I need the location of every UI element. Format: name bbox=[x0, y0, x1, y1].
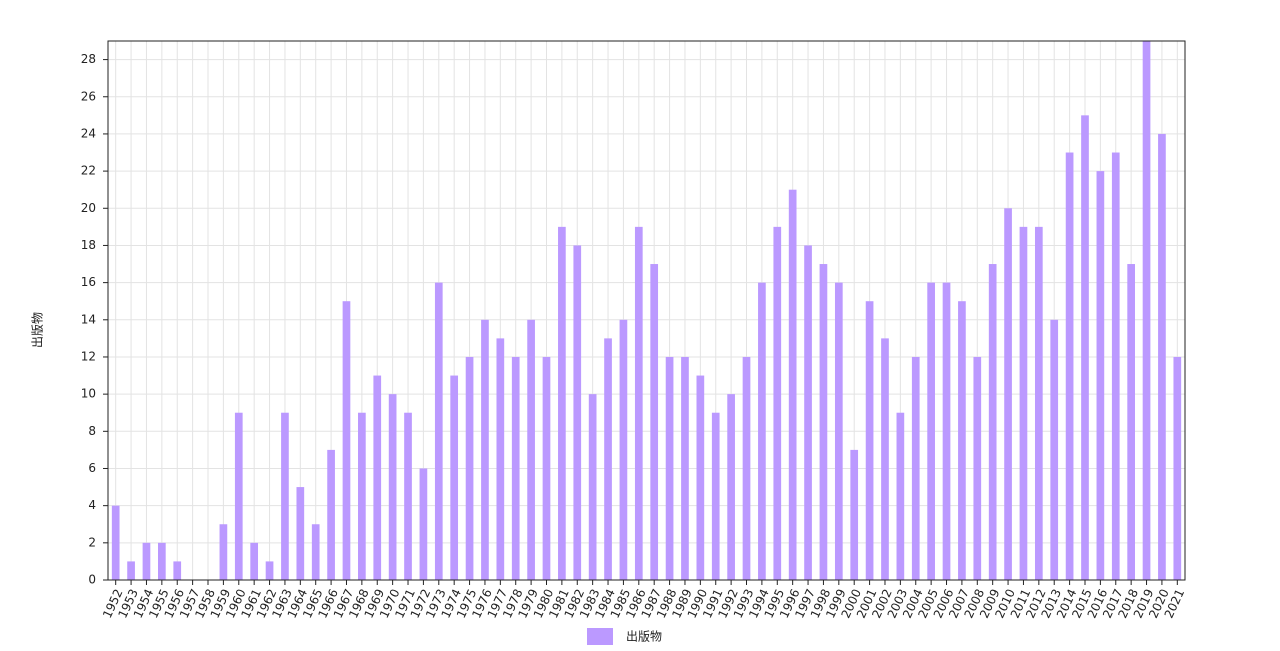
bar bbox=[158, 542, 166, 580]
bar bbox=[111, 505, 120, 580]
bar bbox=[927, 282, 935, 580]
legend-label: 出版物 bbox=[626, 630, 662, 644]
bar bbox=[650, 264, 659, 580]
bar bbox=[773, 226, 782, 581]
bar bbox=[1065, 152, 1074, 580]
bar bbox=[588, 394, 597, 580]
bar bbox=[665, 356, 674, 580]
legend-swatch bbox=[587, 628, 613, 645]
bar bbox=[465, 356, 474, 580]
bar bbox=[834, 282, 843, 580]
y-tick-label: 16 bbox=[81, 275, 96, 289]
bar bbox=[404, 412, 412, 580]
bar bbox=[358, 412, 366, 580]
bar bbox=[450, 375, 459, 580]
y-tick-label: 12 bbox=[81, 349, 96, 363]
bar bbox=[1158, 133, 1166, 580]
bar bbox=[281, 412, 289, 580]
bar bbox=[1081, 115, 1089, 581]
bar bbox=[758, 282, 766, 580]
bar bbox=[419, 468, 428, 580]
bar bbox=[234, 412, 243, 580]
bar bbox=[1127, 264, 1135, 580]
bar bbox=[881, 338, 889, 580]
bar bbox=[742, 356, 751, 580]
y-tick-label: 24 bbox=[81, 126, 96, 140]
bar bbox=[1004, 208, 1012, 580]
bar bbox=[1142, 41, 1151, 580]
bar bbox=[542, 356, 551, 580]
bar bbox=[496, 338, 505, 580]
y-tick-label: 28 bbox=[81, 52, 96, 66]
bar bbox=[911, 356, 920, 580]
bar bbox=[296, 487, 305, 580]
bar bbox=[1173, 356, 1182, 580]
bar bbox=[619, 319, 628, 580]
bar bbox=[1096, 171, 1105, 580]
bar bbox=[681, 356, 689, 580]
bar bbox=[558, 226, 566, 581]
bar bbox=[804, 245, 812, 580]
bar bbox=[511, 356, 520, 580]
bar bbox=[481, 319, 489, 580]
bar bbox=[865, 301, 874, 580]
bar bbox=[850, 449, 859, 580]
y-tick-label: 20 bbox=[81, 201, 96, 215]
bar bbox=[896, 412, 905, 580]
bar bbox=[1034, 226, 1043, 581]
y-tick-label: 18 bbox=[81, 238, 96, 252]
y-tick-label: 8 bbox=[88, 424, 96, 438]
bar bbox=[1050, 319, 1059, 580]
bar bbox=[573, 245, 582, 580]
bar bbox=[942, 282, 951, 580]
bar bbox=[388, 394, 397, 580]
y-tick-label: 14 bbox=[81, 312, 96, 326]
bar bbox=[327, 449, 335, 580]
y-tick-label: 22 bbox=[81, 164, 96, 178]
bar bbox=[634, 226, 643, 581]
bar bbox=[219, 524, 228, 580]
bar bbox=[973, 356, 982, 580]
bar bbox=[373, 375, 382, 580]
y-tick-label: 2 bbox=[88, 535, 96, 549]
bar bbox=[265, 561, 274, 580]
bar bbox=[604, 338, 612, 580]
bar bbox=[250, 542, 259, 580]
y-tick-label: 26 bbox=[81, 89, 96, 103]
y-axis-label: 出版物 bbox=[31, 312, 45, 348]
bar bbox=[711, 412, 720, 580]
bar bbox=[434, 282, 443, 580]
y-tick-label: 6 bbox=[88, 461, 96, 475]
bar bbox=[988, 264, 997, 580]
y-tick-label: 0 bbox=[88, 573, 96, 587]
bar bbox=[696, 375, 705, 580]
bar bbox=[958, 301, 966, 580]
bar bbox=[127, 561, 135, 580]
bar bbox=[311, 524, 320, 580]
y-tick-label: 4 bbox=[88, 498, 96, 512]
plot-frame bbox=[107, 40, 1186, 581]
bar bbox=[173, 561, 182, 580]
bar bbox=[727, 394, 735, 580]
y-tick-label: 10 bbox=[81, 387, 96, 401]
bar bbox=[142, 542, 151, 580]
bar bbox=[788, 189, 797, 581]
bar bbox=[819, 264, 828, 580]
bar bbox=[342, 301, 351, 580]
bar bbox=[1111, 152, 1120, 580]
bar bbox=[527, 319, 535, 580]
bar bbox=[1019, 226, 1028, 581]
